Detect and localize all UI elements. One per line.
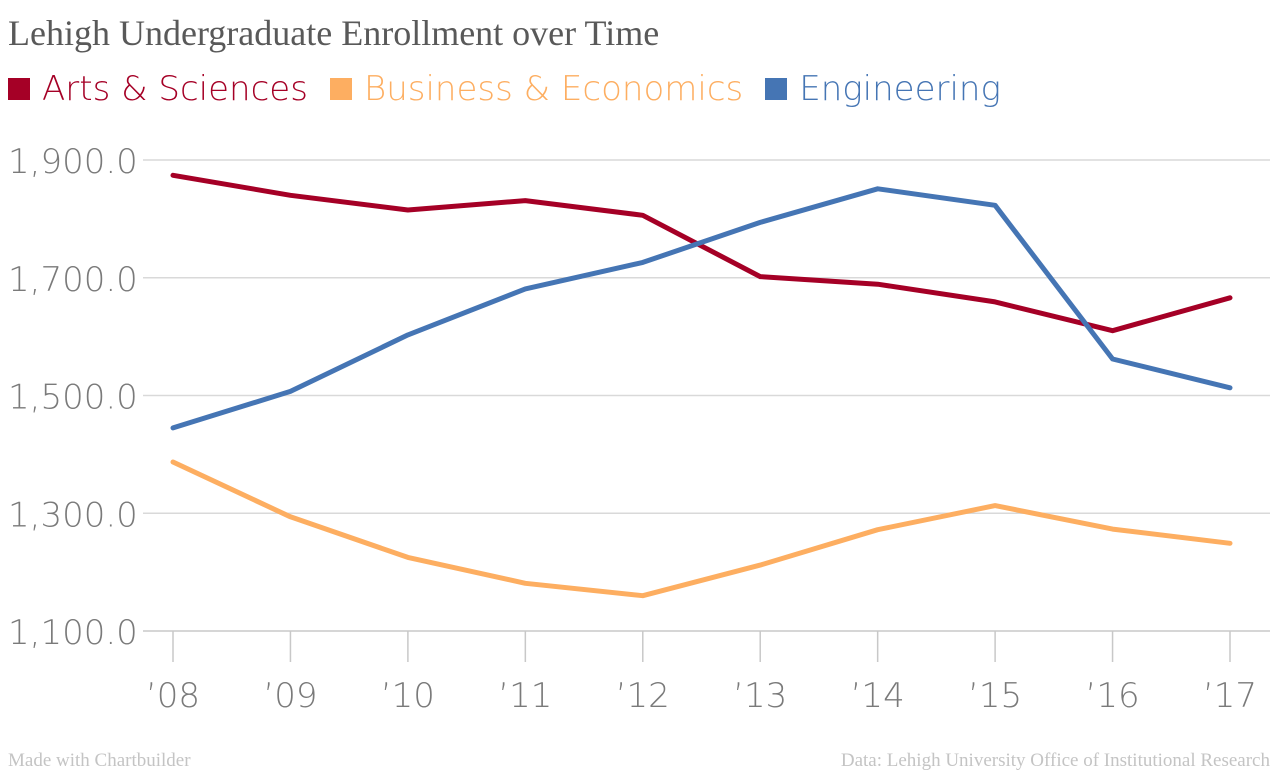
- x-tick-label: ’14: [851, 676, 905, 716]
- series-line: [170, 459, 1233, 599]
- footer-credit: Made with Chartbuilder: [8, 750, 191, 771]
- axes: 1,100.0 1,300.0 1,500.0 1,700.0 1,900.0 ’08 ’0…: [8, 142, 1257, 716]
- x-tick-label: ’16: [1086, 676, 1140, 716]
- legend-label: Business & Economics: [363, 69, 744, 109]
- y-tick-label: 1,700.0: [8, 260, 138, 300]
- series-line: [170, 186, 1233, 431]
- series-lines: [170, 172, 1233, 599]
- legend-item: Arts & Sciences: [8, 69, 308, 109]
- x-tick-label: ’15: [968, 676, 1022, 716]
- grid-lines: [143, 159, 1270, 632]
- x-tick-label: ’10: [381, 676, 435, 716]
- legend-label: Arts & Sciences: [42, 69, 308, 109]
- y-tick-label: 1,100.0: [8, 613, 138, 653]
- series-line: [170, 172, 1233, 334]
- x-tick-label: ’11: [498, 676, 552, 716]
- legend-label: Engineering: [799, 69, 1001, 109]
- x-tick-label: ’12: [616, 676, 670, 716]
- y-tick-label: 1,500.0: [8, 378, 138, 418]
- x-tick-label: ’17: [1203, 676, 1257, 716]
- y-tick-label: 1,300.0: [8, 495, 138, 535]
- footer-source: Data: Lehigh University Office of Instit…: [840, 750, 1270, 771]
- x-tick-label: ’13: [733, 676, 787, 716]
- y-tick-label: 1,900.0: [8, 142, 138, 182]
- legend-item: Business & Economics: [329, 69, 744, 109]
- legend-item: Engineering: [765, 69, 1001, 109]
- legend-swatch: [765, 78, 788, 100]
- legend: Arts & Sciences Business & Economics Engin…: [8, 66, 1023, 112]
- chart-title: Lehigh Undergraduate Enrollment over Tim…: [8, 13, 660, 53]
- x-tick-label: ’09: [263, 676, 317, 716]
- legend-swatch: [329, 78, 352, 100]
- legend-swatch: [8, 78, 30, 100]
- x-tick-label: ’08: [146, 676, 200, 716]
